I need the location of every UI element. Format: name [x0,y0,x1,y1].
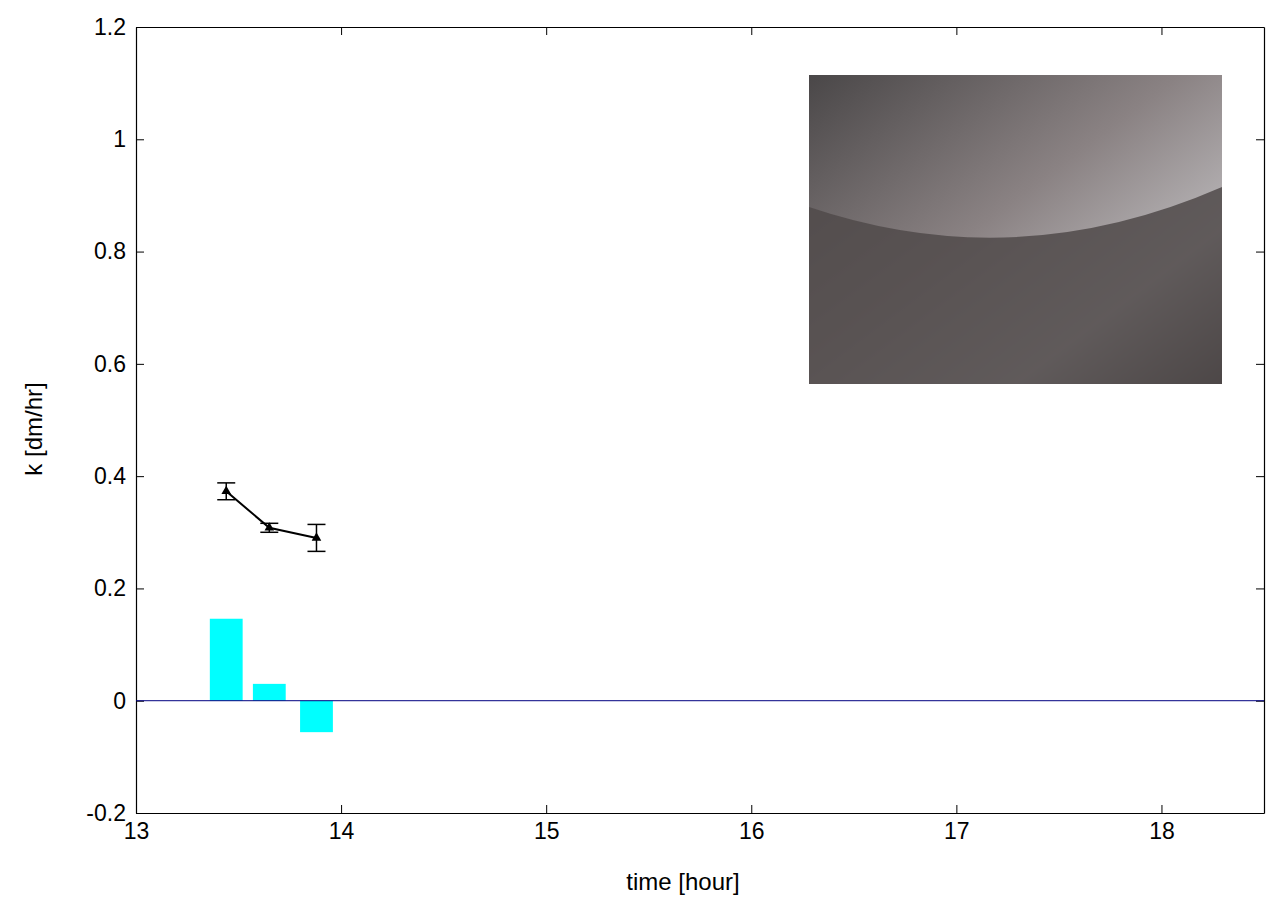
tick: 0.4 [94,463,144,489]
tick [1256,27,1264,28]
tick [1256,252,1264,253]
frame-line [137,27,1265,28]
axis-line [136,28,137,814]
bar [210,619,243,701]
tick-label: 17 [944,818,970,844]
tick [1161,27,1162,35]
error-bar-cap [217,482,235,484]
tick-mark [136,476,144,477]
inset-photo-image [809,75,1222,384]
tick [751,27,752,35]
inset-photo [809,75,1222,384]
error-bar [217,483,235,500]
y-axis-title: k [dm/hr] [20,382,47,475]
tick [956,27,957,35]
tick-label: 1.2 [94,14,126,40]
baseline [136,700,1264,701]
tick-mark [1256,139,1264,140]
tick-mark [1161,27,1162,35]
tick-mark [956,805,957,813]
tick-mark [136,252,144,253]
marker [312,532,322,540]
tick-mark [751,27,752,35]
tick: 17 [944,805,970,844]
y-axis-right [1256,28,1265,814]
tick-mark [1256,588,1264,589]
error-bar-cap [260,532,278,534]
tick: 1 [113,126,144,152]
bar [300,701,333,732]
error-bar-cap [307,524,325,526]
tick-mark [136,588,144,589]
tick [136,27,137,35]
tick-label: -0.2 [86,800,126,826]
tick: 0.2 [94,575,144,601]
tick: 15 [534,805,560,844]
error-bar [307,524,325,551]
tick-mark [1256,364,1264,365]
tick-mark [136,364,144,365]
plot: 13 14 15 16 17 18 -0.2 0 0.2 0.4 0.6 0.8 1 1.2 [86,14,1264,844]
axis-line [137,813,1265,814]
tick-label: 0.8 [94,238,126,264]
line [226,491,316,538]
tick-label: 0 [113,688,126,714]
tick [1256,813,1264,814]
tick [1256,476,1264,477]
tick-mark [1256,476,1264,477]
tick [546,27,547,35]
tick-mark [546,805,547,813]
error-bar-cap [307,551,325,553]
marker [265,522,275,530]
tick: 0.6 [94,351,144,377]
tick-mark [136,27,137,35]
tick-mark [1161,805,1162,813]
tick [1256,364,1264,365]
tick: 14 [329,805,355,844]
tick: 0.8 [94,238,144,264]
tick-label: 1 [113,126,126,152]
inset-photo-shade [809,187,1222,384]
error-bar-cap [217,499,235,501]
tick-label: 13 [124,818,150,844]
y-axis: -0.2 0 0.2 0.4 0.6 0.8 1 1.2 [86,14,144,826]
tick-label: 0.2 [94,575,126,601]
tick-mark [1256,27,1264,28]
tick-mark [956,27,957,35]
tick [341,27,342,35]
tick [1256,588,1264,589]
bar [253,684,286,701]
tick-label: 18 [1149,818,1175,844]
tick: 1.2 [94,14,144,40]
tick-label: 14 [329,818,355,844]
x-axis-title: time [hour] [626,868,739,895]
data-area [136,483,1264,732]
tick: -0.2 [86,800,144,826]
tick-mark [341,27,342,35]
tick-label: 15 [534,818,560,844]
tick-mark [751,805,752,813]
tick-mark [136,139,144,140]
line-series [217,483,325,551]
chart: 13 14 15 16 17 18 -0.2 0 0.2 0.4 0.6 0.8 1 1.2 time [h… [0,0,1281,906]
tick-mark [1256,252,1264,253]
tick-label: 0.4 [94,463,126,489]
tick-mark [1256,813,1264,814]
frame-line [1264,28,1265,814]
marker [221,486,231,494]
tick-label: 16 [739,818,765,844]
tick [1256,139,1264,140]
x-axis-top [137,27,1265,35]
tick: 16 [739,805,765,844]
tick: 18 [1149,805,1175,844]
tick-mark [136,813,144,814]
tick-mark [341,805,342,813]
x-axis: 13 14 15 16 17 18 [124,805,1265,844]
bar-series [136,619,1264,732]
tick-mark [546,27,547,35]
tick-label: 0.6 [94,351,126,377]
